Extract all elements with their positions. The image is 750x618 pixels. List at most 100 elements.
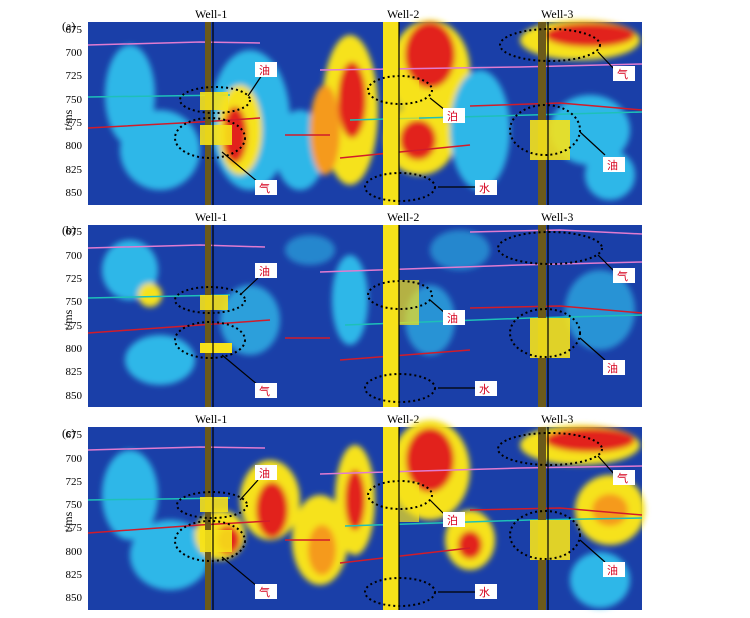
panel-a-y-ticks: 675 700 725 750 775 800 825 850	[66, 24, 83, 199]
well-log-track	[538, 22, 546, 205]
blob	[345, 470, 365, 530]
callout-arrow	[579, 131, 606, 156]
note-label: 气	[259, 585, 270, 599]
well-log-track	[538, 225, 546, 407]
note-label: 水	[479, 383, 490, 396]
callout-box	[613, 470, 635, 485]
callout-arrow	[429, 499, 446, 516]
callout-box	[443, 108, 465, 123]
callout-box	[475, 381, 497, 396]
note-label: 油	[259, 63, 270, 77]
panel-a-well-1-label: Well-1	[195, 7, 227, 21]
blob	[125, 335, 195, 385]
panel-a-callout-arrows	[221, 51, 616, 188]
panel-b-tick: 700	[66, 250, 83, 262]
callout-box	[255, 263, 277, 278]
panel-b-tick: 725	[66, 273, 83, 285]
blob	[285, 235, 335, 265]
well-log-pay-zone	[200, 125, 232, 145]
note-label: 气	[617, 67, 628, 81]
callout-box	[443, 512, 465, 527]
panel-a-tick: 800	[66, 140, 83, 152]
panel-a-y-axis-label: t/ms	[61, 109, 75, 130]
callout-arrow	[247, 74, 263, 97]
note-label: 气	[259, 181, 270, 195]
blob	[308, 525, 336, 575]
annotation-ellipse	[174, 321, 246, 359]
panel-a-well-3-label: Well-3	[541, 7, 573, 21]
blob	[130, 520, 210, 590]
panel-c-tick: 800	[66, 546, 83, 558]
callout-arrow	[597, 51, 616, 71]
blob	[406, 428, 454, 492]
panel-b-tick: 775	[66, 320, 83, 332]
panel-a-tick: 750	[66, 94, 83, 106]
panel-b-tick: 825	[66, 366, 83, 378]
panel-a-tick: 825	[66, 164, 83, 176]
annotation-ellipse	[364, 172, 436, 202]
callout-arrow	[221, 556, 259, 588]
callout-box	[603, 360, 625, 375]
note-label: 气	[617, 269, 628, 283]
panel-b-tick: 675	[66, 226, 83, 238]
note-label: 泊	[447, 110, 458, 123]
panel-c-tick: 675	[66, 429, 83, 441]
callout-arrow	[429, 299, 446, 314]
panel-a-tick: 725	[66, 70, 83, 82]
panel-c-tick: 850	[66, 592, 83, 604]
callout-box	[613, 66, 635, 81]
horizon-line	[469, 102, 643, 111]
panel-b-tick: 800	[66, 343, 83, 355]
well-log-track	[538, 427, 546, 610]
horizon-line	[87, 520, 271, 534]
annotation-ellipse	[509, 510, 581, 560]
callout-box	[613, 268, 635, 283]
blob	[332, 255, 368, 345]
panel-a: (a) Well-1 Well-2 Well-3 675 700 725 750…	[61, 7, 643, 205]
note-label: 油	[259, 264, 270, 278]
blob	[310, 85, 340, 175]
annotation-ellipse	[367, 75, 433, 105]
annotation-ellipse	[509, 308, 581, 358]
blob	[220, 285, 280, 355]
panel-b-seismic-section: 油 气 油 水 气 油	[87, 225, 643, 407]
panel-b-well-2-label: Well-2	[387, 210, 419, 224]
blob	[430, 230, 490, 270]
callout-box	[255, 383, 277, 398]
annotation-ellipse	[174, 117, 246, 159]
note-label: 气	[259, 384, 270, 398]
horizon-line	[469, 305, 643, 314]
annotation-ellipse	[364, 373, 436, 403]
panel-c-tick: 700	[66, 453, 83, 465]
horizon-line	[87, 41, 261, 46]
panel-c-y-ticks: 675 700 725 750 775 800 825 850	[66, 429, 83, 604]
blob	[120, 110, 200, 190]
annotation-ellipse	[174, 520, 246, 562]
annotation-ellipse	[176, 491, 248, 519]
well-log-pay-zone	[200, 343, 232, 353]
callout-arrow	[239, 479, 259, 501]
panel-b-tick: 850	[66, 390, 83, 402]
panel-c-callout-arrows	[221, 455, 616, 593]
callout-box	[255, 465, 277, 480]
blob	[400, 120, 436, 160]
well-log-pay-zone	[200, 530, 232, 552]
callout-box	[475, 584, 497, 599]
blob	[570, 552, 630, 608]
horizon-line	[87, 117, 261, 129]
well-log-pay-zone	[530, 520, 570, 560]
panel-a-well-2-label: Well-2	[387, 7, 419, 21]
blob	[592, 494, 628, 526]
panel-c-tick: 775	[66, 522, 83, 534]
blob	[338, 62, 366, 138]
panel-c: (c) Well-1 Well-2 Well-3 675 700 725 750…	[61, 412, 645, 610]
panel-b-y-axis-label: t/ms	[61, 309, 75, 330]
panel-b-tick: 750	[66, 296, 83, 308]
well-log-pay-zone	[383, 80, 419, 120]
panel-c-tag: (c)	[62, 426, 75, 440]
panel-c-well-3-label: Well-3	[541, 412, 573, 426]
callout-box	[603, 157, 625, 172]
callout-arrow	[579, 539, 606, 563]
callout-arrow	[221, 354, 259, 386]
